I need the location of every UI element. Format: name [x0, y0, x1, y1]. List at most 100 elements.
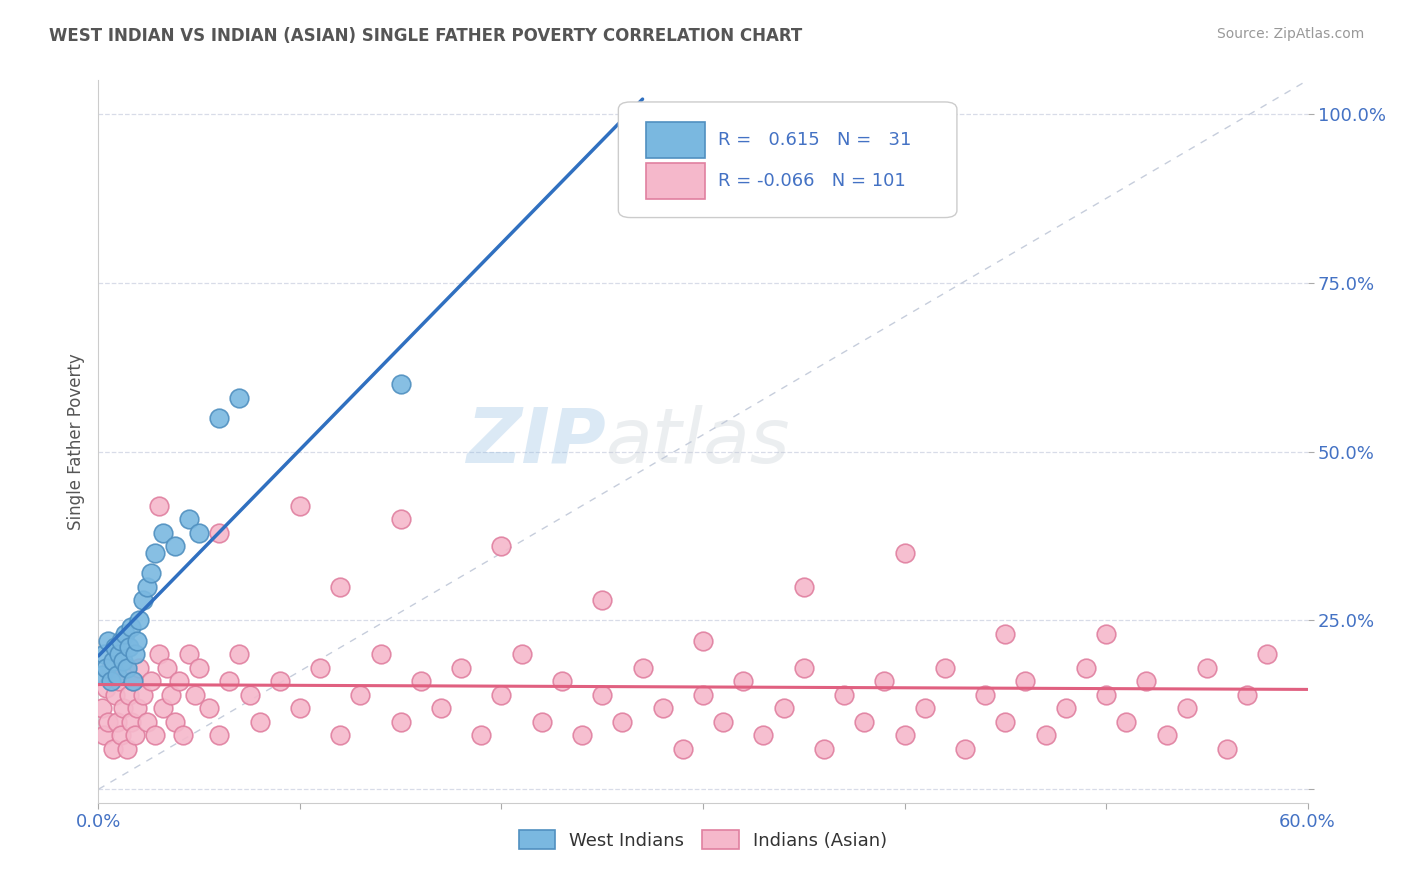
Point: [893, 546, 915, 560]
Point: [832, 688, 855, 702]
Point: [631, 141, 654, 155]
Point: [124, 647, 146, 661]
Point: [96, 661, 118, 675]
Point: [118, 688, 141, 702]
Point: [148, 647, 170, 661]
Point: [101, 654, 124, 668]
Point: [934, 661, 956, 675]
Point: [118, 640, 141, 655]
Point: [853, 714, 876, 729]
Point: [96, 681, 118, 695]
Point: [288, 499, 311, 513]
Point: [571, 728, 593, 742]
Point: [139, 674, 162, 689]
Point: [389, 377, 412, 392]
Point: [239, 688, 262, 702]
Point: [711, 714, 734, 729]
Point: [188, 525, 211, 540]
Point: [111, 654, 134, 668]
Point: [893, 728, 915, 742]
Point: [208, 525, 231, 540]
Point: [974, 688, 997, 702]
Text: ZIP: ZIP: [467, 405, 606, 478]
Point: [530, 714, 553, 729]
Point: [125, 701, 148, 715]
Text: WEST INDIAN VS INDIAN (ASIAN) SINGLE FATHER POVERTY CORRELATION CHART: WEST INDIAN VS INDIAN (ASIAN) SINGLE FAT…: [49, 27, 803, 45]
Point: [793, 580, 815, 594]
Point: [179, 512, 201, 526]
Point: [91, 667, 114, 681]
Legend: West Indians, Indians (Asian): West Indians, Indians (Asian): [510, 822, 896, 859]
Point: [994, 714, 1017, 729]
Point: [110, 633, 132, 648]
Point: [167, 674, 190, 689]
Point: [107, 647, 129, 661]
Point: [1095, 627, 1118, 641]
Point: [772, 701, 794, 715]
Point: [115, 661, 138, 675]
Point: [752, 728, 775, 742]
Point: [163, 714, 186, 729]
Point: [97, 633, 120, 648]
FancyBboxPatch shape: [619, 102, 957, 218]
Point: [651, 701, 673, 715]
Point: [591, 593, 613, 607]
Point: [692, 688, 714, 702]
Point: [349, 688, 371, 702]
Point: [551, 674, 574, 689]
Point: [994, 627, 1017, 641]
Point: [132, 593, 155, 607]
Point: [139, 566, 162, 581]
Point: [329, 728, 352, 742]
Point: [91, 701, 114, 715]
Point: [1256, 647, 1278, 661]
Point: [1175, 701, 1198, 715]
Point: [100, 674, 122, 689]
Point: [1095, 688, 1118, 702]
Point: [389, 512, 412, 526]
Point: [1195, 661, 1218, 675]
Point: [125, 633, 148, 648]
Point: [510, 647, 533, 661]
Point: [172, 728, 194, 742]
Text: R = -0.066   N = 101: R = -0.066 N = 101: [717, 172, 905, 190]
Point: [309, 661, 332, 675]
Point: [1135, 674, 1157, 689]
Point: [179, 647, 201, 661]
Point: [470, 728, 492, 742]
Point: [1035, 728, 1057, 742]
Point: [135, 580, 157, 594]
Point: [184, 688, 207, 702]
Point: [208, 411, 231, 425]
Point: [111, 701, 134, 715]
Point: [1236, 688, 1258, 702]
Point: [813, 741, 835, 756]
Y-axis label: Single Father Poverty: Single Father Poverty: [66, 353, 84, 530]
Point: [430, 701, 453, 715]
Point: [101, 741, 124, 756]
Point: [612, 714, 634, 729]
Point: [135, 714, 157, 729]
Point: [128, 614, 150, 628]
Point: [1014, 674, 1036, 689]
Point: [873, 674, 896, 689]
Point: [93, 728, 115, 742]
Point: [114, 661, 136, 675]
Point: [1115, 714, 1137, 729]
Point: [228, 647, 250, 661]
Point: [450, 661, 472, 675]
Point: [160, 688, 183, 702]
Point: [121, 674, 143, 689]
Point: [97, 714, 120, 729]
Point: [132, 688, 155, 702]
Point: [228, 391, 250, 405]
Point: [105, 667, 128, 681]
Point: [631, 661, 654, 675]
Point: [143, 728, 166, 742]
Point: [208, 728, 231, 742]
Point: [1054, 701, 1077, 715]
Point: [128, 661, 150, 675]
Point: [370, 647, 392, 661]
Point: [288, 701, 311, 715]
Point: [249, 714, 271, 729]
